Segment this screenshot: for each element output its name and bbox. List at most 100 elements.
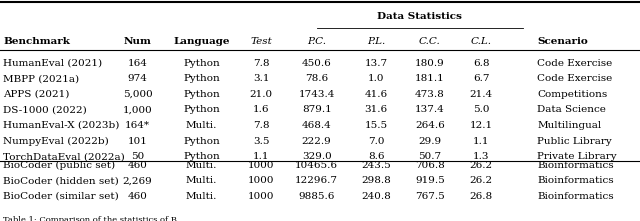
Text: 7.8: 7.8 xyxy=(253,121,269,130)
Text: 26.2: 26.2 xyxy=(470,176,493,185)
Text: 164*: 164* xyxy=(125,121,150,130)
Text: 222.9: 222.9 xyxy=(302,137,332,146)
Text: P.L.: P.L. xyxy=(367,37,385,46)
Text: Multi.: Multi. xyxy=(186,161,217,170)
Text: 9885.6: 9885.6 xyxy=(298,192,335,201)
Text: 1.0: 1.0 xyxy=(368,74,385,83)
Text: 12.1: 12.1 xyxy=(470,121,493,130)
Text: DS-1000 (2022): DS-1000 (2022) xyxy=(3,105,87,114)
Text: 468.4: 468.4 xyxy=(302,121,332,130)
Text: Public Library: Public Library xyxy=(538,137,612,146)
Text: HumanEval-X (2023b): HumanEval-X (2023b) xyxy=(3,121,120,130)
Text: 329.0: 329.0 xyxy=(302,152,332,161)
Text: 473.8: 473.8 xyxy=(415,90,445,99)
Text: 264.6: 264.6 xyxy=(415,121,445,130)
Text: 706.8: 706.8 xyxy=(415,161,445,170)
Text: 1.1: 1.1 xyxy=(473,137,490,146)
Text: 12296.7: 12296.7 xyxy=(295,176,338,185)
Text: BioCoder (hidden set): BioCoder (hidden set) xyxy=(3,176,119,185)
Text: 974: 974 xyxy=(127,74,147,83)
Text: 101: 101 xyxy=(127,137,147,146)
Text: 3.1: 3.1 xyxy=(253,74,269,83)
Text: Data Science: Data Science xyxy=(538,105,606,114)
Text: P.C.: P.C. xyxy=(307,37,326,46)
Text: 1.1: 1.1 xyxy=(253,152,269,161)
Text: NumpyEval (2022b): NumpyEval (2022b) xyxy=(3,137,109,146)
Text: 26.8: 26.8 xyxy=(470,192,493,201)
Text: 8.6: 8.6 xyxy=(368,152,385,161)
Text: Python: Python xyxy=(183,90,220,99)
Text: 6.8: 6.8 xyxy=(473,59,490,68)
Text: Python: Python xyxy=(183,59,220,68)
Text: 5,000: 5,000 xyxy=(123,90,152,99)
Text: 460: 460 xyxy=(127,161,147,170)
Text: 1743.4: 1743.4 xyxy=(298,90,335,99)
Text: Multilingual: Multilingual xyxy=(538,121,602,130)
Text: 164: 164 xyxy=(127,59,147,68)
Text: 5.0: 5.0 xyxy=(473,105,490,114)
Text: Python: Python xyxy=(183,74,220,83)
Text: Num: Num xyxy=(124,37,152,46)
Text: Scenario: Scenario xyxy=(538,37,588,46)
Text: 50: 50 xyxy=(131,152,144,161)
Text: 180.9: 180.9 xyxy=(415,59,445,68)
Text: 298.8: 298.8 xyxy=(362,176,391,185)
Text: Data Statistics: Data Statistics xyxy=(377,12,462,21)
Text: HumanEval (2021): HumanEval (2021) xyxy=(3,59,102,68)
Text: Benchmark: Benchmark xyxy=(3,37,70,46)
Text: 21.0: 21.0 xyxy=(250,90,273,99)
Text: 1000: 1000 xyxy=(248,192,275,201)
Text: APPS (2021): APPS (2021) xyxy=(3,90,70,99)
Text: 3.5: 3.5 xyxy=(253,137,269,146)
Text: 6.7: 6.7 xyxy=(473,74,490,83)
Text: 13.7: 13.7 xyxy=(365,59,388,68)
Text: Table 1: Comparison of the statistics of B: Table 1: Comparison of the statistics of… xyxy=(3,216,177,221)
Text: Bioinformatics: Bioinformatics xyxy=(538,161,614,170)
Text: 879.1: 879.1 xyxy=(302,105,332,114)
Text: 26.2: 26.2 xyxy=(470,161,493,170)
Text: Code Exercise: Code Exercise xyxy=(538,74,612,83)
Text: 31.6: 31.6 xyxy=(365,105,388,114)
Text: 919.5: 919.5 xyxy=(415,176,445,185)
Text: Bioinformatics: Bioinformatics xyxy=(538,176,614,185)
Text: 78.6: 78.6 xyxy=(305,74,328,83)
Text: BioCoder (similar set): BioCoder (similar set) xyxy=(3,192,119,201)
Text: BioCoder (public set): BioCoder (public set) xyxy=(3,161,115,170)
Text: C.C.: C.C. xyxy=(419,37,441,46)
Text: Python: Python xyxy=(183,137,220,146)
Text: Code Exercise: Code Exercise xyxy=(538,59,612,68)
Text: 137.4: 137.4 xyxy=(415,105,445,114)
Text: Competitions: Competitions xyxy=(538,90,607,99)
Text: 460: 460 xyxy=(127,192,147,201)
Text: 10465.6: 10465.6 xyxy=(295,161,338,170)
Text: 2,269: 2,269 xyxy=(123,176,152,185)
Text: 41.6: 41.6 xyxy=(365,90,388,99)
Text: 29.9: 29.9 xyxy=(419,137,442,146)
Text: 1.3: 1.3 xyxy=(473,152,490,161)
Text: C.L.: C.L. xyxy=(470,37,492,46)
Text: 15.5: 15.5 xyxy=(365,121,388,130)
Text: 21.4: 21.4 xyxy=(470,90,493,99)
Text: Private Library: Private Library xyxy=(538,152,617,161)
Text: Multi.: Multi. xyxy=(186,121,217,130)
Text: 450.6: 450.6 xyxy=(302,59,332,68)
Text: 7.8: 7.8 xyxy=(253,59,269,68)
Text: Language: Language xyxy=(173,37,230,46)
Text: 181.1: 181.1 xyxy=(415,74,445,83)
Text: TorchDataEval (2022a): TorchDataEval (2022a) xyxy=(3,152,125,161)
Text: 1,000: 1,000 xyxy=(123,105,152,114)
Text: Python: Python xyxy=(183,105,220,114)
Text: 7.0: 7.0 xyxy=(368,137,385,146)
Text: Multi.: Multi. xyxy=(186,176,217,185)
Text: Test: Test xyxy=(250,37,272,46)
Text: 243.5: 243.5 xyxy=(362,161,391,170)
Text: Python: Python xyxy=(183,152,220,161)
Text: 50.7: 50.7 xyxy=(419,152,442,161)
Text: Multi.: Multi. xyxy=(186,192,217,201)
Text: Bioinformatics: Bioinformatics xyxy=(538,192,614,201)
Text: 1000: 1000 xyxy=(248,161,275,170)
Text: MBPP (2021a): MBPP (2021a) xyxy=(3,74,79,83)
Text: 767.5: 767.5 xyxy=(415,192,445,201)
Text: 240.8: 240.8 xyxy=(362,192,391,201)
Text: 1000: 1000 xyxy=(248,176,275,185)
